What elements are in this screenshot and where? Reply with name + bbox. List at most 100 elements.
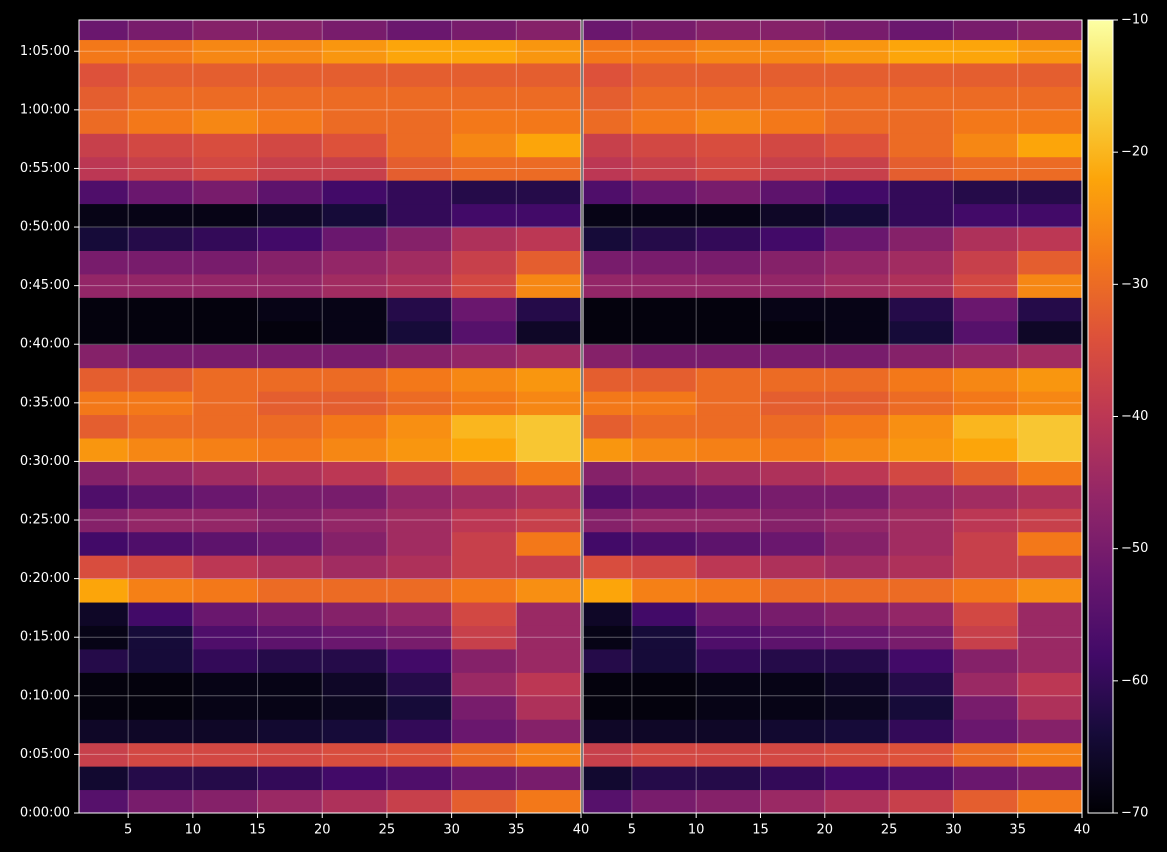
cell	[631, 789, 697, 813]
cell	[696, 180, 761, 205]
cell	[322, 39, 388, 64]
cell	[79, 789, 129, 813]
cell	[583, 227, 633, 251]
cell	[257, 578, 323, 603]
cell	[322, 578, 388, 603]
cell	[192, 180, 259, 205]
cell	[760, 133, 826, 158]
cell	[1017, 437, 1082, 462]
cell	[1017, 39, 1082, 64]
cell	[1017, 180, 1082, 205]
cell	[79, 531, 129, 556]
cell	[760, 508, 826, 533]
cell	[583, 86, 633, 111]
cell	[760, 414, 826, 439]
cell	[631, 367, 697, 392]
cell	[516, 297, 581, 322]
cell	[192, 695, 259, 720]
cell	[696, 555, 761, 580]
cell	[516, 367, 581, 392]
cell	[583, 484, 633, 509]
cell	[516, 437, 581, 462]
cell	[257, 742, 323, 767]
cell	[451, 367, 517, 392]
cell	[631, 648, 697, 673]
cell	[128, 719, 194, 744]
cell	[953, 625, 1019, 650]
cell	[79, 602, 129, 626]
cell	[824, 484, 890, 509]
cell	[79, 766, 129, 791]
cell	[192, 367, 259, 392]
cell	[631, 719, 697, 744]
cell	[953, 227, 1019, 251]
y-tick-label: 0:00:00	[20, 806, 70, 821]
cell	[516, 578, 581, 603]
cell	[696, 273, 761, 298]
cell	[824, 672, 890, 697]
cell	[583, 156, 633, 181]
colorbar	[1087, 19, 1114, 814]
cell	[583, 109, 633, 134]
cell	[257, 320, 323, 345]
cell	[889, 742, 954, 767]
cell	[257, 719, 323, 744]
cell	[824, 180, 890, 205]
cell	[953, 133, 1019, 158]
cell	[516, 180, 581, 205]
cell	[516, 156, 581, 181]
cell	[79, 227, 129, 251]
cell	[631, 625, 697, 650]
cell	[583, 508, 633, 533]
cell	[322, 273, 388, 298]
cell	[824, 62, 890, 87]
cell	[516, 39, 581, 64]
cell	[257, 227, 323, 251]
cell	[696, 227, 761, 251]
cell	[696, 648, 761, 673]
cell	[386, 766, 453, 791]
cell	[516, 766, 581, 791]
cell	[824, 742, 890, 767]
cell	[257, 133, 323, 158]
cell	[696, 531, 761, 556]
cell	[760, 742, 826, 767]
cell	[516, 555, 581, 580]
cell	[192, 39, 259, 64]
cell	[322, 766, 388, 791]
cell	[1017, 602, 1082, 626]
cell	[953, 742, 1019, 767]
cell	[1017, 508, 1082, 533]
cell	[257, 344, 323, 369]
cell	[1017, 484, 1082, 509]
cell	[128, 531, 194, 556]
cell	[516, 461, 581, 486]
cell	[824, 39, 890, 64]
cell	[889, 180, 954, 205]
cell	[583, 578, 633, 603]
cell	[824, 531, 890, 556]
cell	[1017, 203, 1082, 228]
cell	[451, 742, 517, 767]
cell	[583, 648, 633, 673]
cell	[257, 62, 323, 87]
cell	[583, 461, 633, 486]
cell	[451, 109, 517, 134]
heatmap	[583, 20, 1082, 813]
cell	[386, 203, 453, 228]
cell	[322, 227, 388, 251]
cell	[128, 62, 194, 87]
cell	[631, 227, 697, 251]
cell	[760, 203, 826, 228]
cell	[1017, 555, 1082, 580]
cell	[696, 250, 761, 275]
y-tick-label: 0:10:00	[20, 688, 70, 703]
cell	[696, 86, 761, 111]
x-tick-label: 5	[124, 823, 132, 838]
cell	[583, 695, 633, 720]
cell	[760, 555, 826, 580]
cell	[322, 742, 388, 767]
cell	[953, 367, 1019, 392]
cell	[1017, 719, 1082, 744]
cell	[889, 250, 954, 275]
